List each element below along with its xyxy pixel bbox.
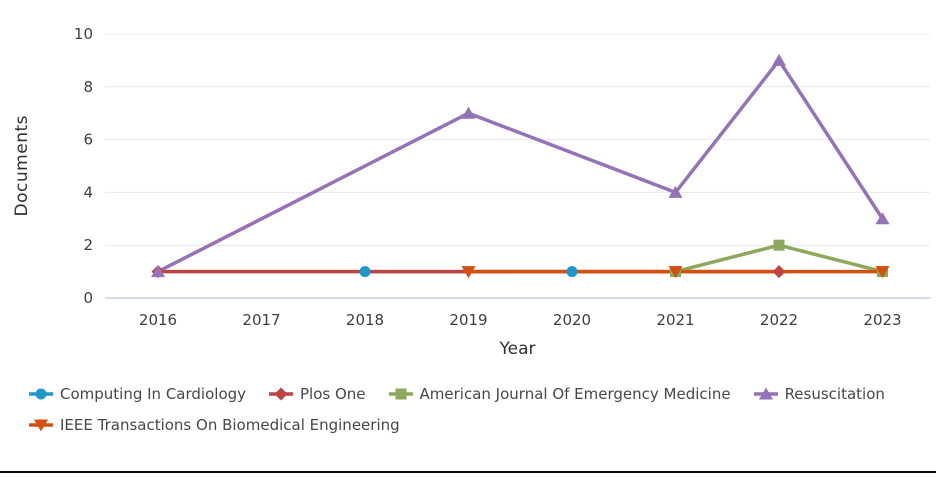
- x-tick-label: 2021: [656, 311, 694, 329]
- legend-label: Plos One: [300, 385, 366, 403]
- y-tick-label: 10: [74, 25, 93, 43]
- triangle-up-legend-icon: [753, 387, 778, 400]
- bottom-divider: [0, 471, 936, 473]
- legend-item[interactable]: Computing In Cardiology: [28, 385, 246, 403]
- y-tick-label: 4: [83, 183, 93, 201]
- y-axis-title-text: Documents: [12, 115, 32, 217]
- y-tick-label: 6: [83, 131, 93, 149]
- x-tick-label: 2018: [346, 311, 384, 329]
- x-tick-label: 2020: [553, 311, 591, 329]
- y-tick-label: 8: [83, 78, 93, 96]
- series-marker[interactable]: [566, 266, 578, 278]
- series-marker[interactable]: [668, 185, 683, 198]
- x-tick-label: 2022: [760, 311, 798, 329]
- legend-item[interactable]: IEEE Transactions On Biomedical Engineer…: [28, 416, 400, 434]
- triangle-down-legend-icon: [29, 419, 53, 432]
- series-marker[interactable]: [461, 106, 476, 119]
- chart-legend: Computing In Cardiology Plos One American …: [28, 385, 916, 434]
- series-marker[interactable]: [461, 266, 476, 279]
- x-axis-title: Year: [499, 339, 536, 359]
- series-marker[interactable]: [151, 265, 165, 278]
- series-marker[interactable]: [359, 266, 371, 278]
- legend-label: American Journal Of Emergency Medicine: [419, 385, 731, 403]
- series-marker[interactable]: [668, 266, 683, 279]
- y-tick-label: 0: [83, 289, 93, 307]
- legend-label: Resuscitation: [784, 385, 885, 403]
- x-tick-label: 2016: [139, 311, 177, 329]
- line-chart-plot: 0 2 4 6 8 10 2016 2017 2018 2019 2020 2021 2022 2023: [74, 25, 931, 329]
- x-tick-label: 2019: [449, 311, 487, 329]
- square-legend-icon: [388, 388, 413, 400]
- series-marker[interactable]: [875, 212, 890, 225]
- legend-item[interactable]: Resuscitation: [753, 385, 885, 403]
- series-marker[interactable]: [772, 265, 786, 279]
- series-marker[interactable]: [875, 266, 890, 279]
- legend-label: Computing In Cardiology: [60, 385, 247, 403]
- y-axis-title: Documents: [6, 0, 38, 332]
- legend-item[interactable]: American Journal Of Emergency Medicine: [388, 385, 731, 403]
- diamond-legend-icon: [269, 387, 294, 401]
- series-marker[interactable]: [773, 239, 785, 251]
- circle-legend-icon: [29, 388, 53, 400]
- y-tick-label: 2: [83, 236, 93, 254]
- x-tick-label: 2023: [863, 311, 901, 329]
- legend-item[interactable]: Plos One: [268, 385, 366, 403]
- legend-label: IEEE Transactions On Biomedical Engineer…: [60, 416, 400, 434]
- series-marker[interactable]: [772, 53, 786, 66]
- x-tick-label: 2017: [242, 311, 280, 329]
